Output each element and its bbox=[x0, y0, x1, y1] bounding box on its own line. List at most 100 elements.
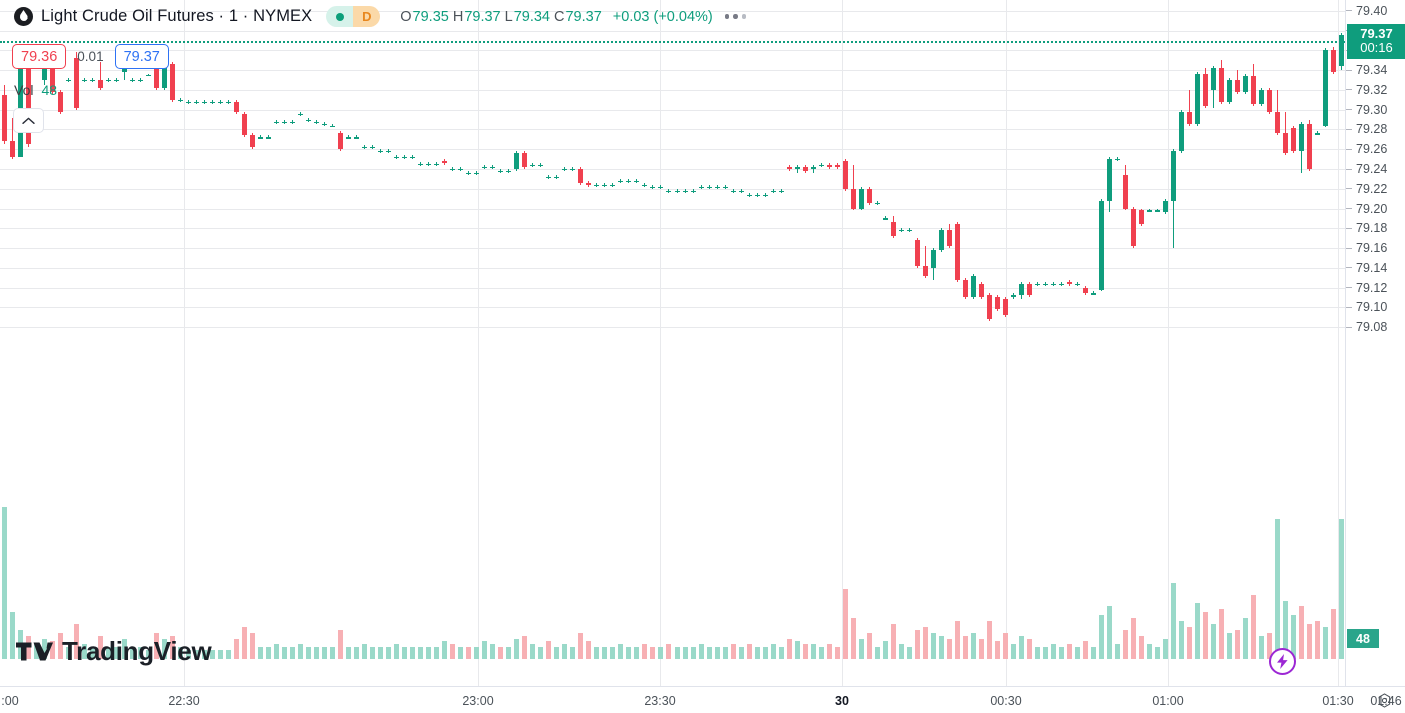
volume-bar bbox=[954, 621, 960, 659]
price-tick-label: 79.30 bbox=[1356, 102, 1388, 117]
candle-body bbox=[730, 190, 736, 192]
candle-body bbox=[1266, 89, 1272, 112]
candle-wick bbox=[316, 119, 317, 124]
volume-bar bbox=[577, 632, 583, 659]
candle-body bbox=[1322, 50, 1328, 126]
candle-body bbox=[706, 186, 712, 188]
time-tick-label: 23:30 bbox=[644, 693, 676, 708]
price-axis[interactable]: 79.37 00:16 48 79.4079.3879.3679.3479.32… bbox=[1345, 0, 1405, 686]
volume-bar bbox=[1282, 600, 1288, 659]
volume-bar bbox=[706, 647, 712, 659]
volume-bar bbox=[1194, 603, 1200, 659]
volume-bar bbox=[617, 644, 623, 659]
high-value: 79.37 bbox=[464, 8, 501, 25]
close-value: 79.37 bbox=[565, 8, 602, 25]
candle-wick bbox=[853, 165, 854, 211]
volume-bar bbox=[57, 632, 63, 659]
candle-body bbox=[674, 190, 680, 192]
gridline-horizontal bbox=[0, 189, 1345, 190]
volume-bar bbox=[89, 647, 95, 659]
candle-body bbox=[665, 190, 671, 192]
candle-body bbox=[153, 62, 159, 88]
volume-bar bbox=[569, 647, 575, 659]
candle-body bbox=[257, 137, 263, 139]
candle-body bbox=[794, 167, 800, 169]
candle-body bbox=[609, 184, 615, 186]
candle-body bbox=[553, 176, 559, 179]
gridline-horizontal bbox=[0, 31, 1345, 32]
volume-bar bbox=[137, 647, 143, 659]
candle-body bbox=[385, 151, 391, 153]
candle-body bbox=[810, 167, 816, 169]
candle-wick bbox=[300, 111, 301, 116]
symbol-title[interactable]: Light Crude Oil Futures · 1 · NYMEX bbox=[41, 7, 313, 25]
tick-dash bbox=[1346, 306, 1352, 308]
candle-body bbox=[1234, 80, 1240, 92]
low-value: 79.34 bbox=[513, 8, 550, 25]
ask-price[interactable]: 79.37 bbox=[114, 44, 169, 69]
axis-settings-icon[interactable] bbox=[1377, 693, 1392, 708]
candle-wick bbox=[564, 167, 565, 171]
volume-bar bbox=[946, 638, 952, 659]
candle-wick bbox=[1053, 281, 1054, 286]
candle-wick bbox=[276, 119, 277, 124]
current-price-badge: 79.37 00:16 bbox=[1347, 23, 1405, 59]
gridline-horizontal bbox=[0, 90, 1345, 91]
volume-bar bbox=[1330, 609, 1336, 659]
spread-value: 0.01 bbox=[77, 49, 104, 64]
volume-bar bbox=[1274, 518, 1280, 659]
volume-bar bbox=[249, 632, 255, 659]
collapse-pane-button[interactable] bbox=[13, 108, 44, 133]
candle-body bbox=[97, 80, 103, 88]
volume-bar bbox=[273, 644, 279, 659]
candle-body bbox=[898, 230, 904, 232]
high-group: H 79.37 bbox=[453, 9, 501, 25]
candle-body bbox=[649, 186, 655, 188]
candle-body bbox=[65, 80, 71, 82]
tradingview-logo-icon bbox=[16, 642, 53, 660]
more-options-icon[interactable] bbox=[724, 14, 747, 19]
gridline-vertical bbox=[184, 0, 185, 686]
volume-bar bbox=[1, 507, 7, 659]
high-label: H bbox=[452, 8, 464, 25]
lightning-bolt-icon[interactable] bbox=[1269, 648, 1296, 675]
candle-body bbox=[1106, 159, 1112, 201]
candle-body bbox=[818, 165, 824, 167]
candle-wick bbox=[332, 123, 333, 128]
volume-bar bbox=[489, 644, 495, 659]
volume-bar bbox=[802, 644, 808, 659]
candle-wick bbox=[100, 62, 101, 90]
volume-bar bbox=[377, 647, 383, 659]
candle-body bbox=[762, 194, 768, 196]
volume-study-legend[interactable]: Vol 48 bbox=[14, 82, 57, 98]
volume-bar bbox=[481, 641, 487, 659]
candle-body bbox=[714, 186, 720, 188]
volume-bar bbox=[1154, 647, 1160, 659]
volume-bar bbox=[1322, 626, 1328, 659]
time-axis[interactable]: :00 22:30 23:00 23:30 30 00:30 01:00 01:30 01:46 bbox=[0, 686, 1405, 713]
candle-body bbox=[113, 80, 119, 82]
bid-price[interactable]: 79.36 bbox=[12, 44, 67, 69]
candle-body bbox=[866, 188, 872, 203]
price-tick: 79.20 bbox=[1346, 201, 1405, 217]
candle-body bbox=[377, 151, 383, 153]
volume-bar bbox=[385, 647, 391, 659]
candle-body bbox=[353, 137, 359, 139]
candle-body bbox=[49, 64, 55, 92]
chart-plot-area[interactable] bbox=[0, 0, 1345, 686]
interval-session-badge[interactable]: D bbox=[326, 6, 381, 27]
volume-bar bbox=[393, 644, 399, 659]
candle-body bbox=[850, 188, 856, 209]
candle-body bbox=[690, 190, 696, 192]
candle-wick bbox=[1037, 281, 1038, 286]
volume-bar bbox=[1178, 621, 1184, 659]
volume-bar bbox=[1290, 615, 1296, 659]
volume-bar bbox=[457, 647, 463, 659]
volume-bar bbox=[1186, 626, 1192, 659]
price-tick: 79.08 bbox=[1346, 319, 1405, 335]
current-price-line-layer bbox=[0, 40, 1345, 43]
candle-body bbox=[657, 186, 663, 188]
volume-bar bbox=[1298, 606, 1304, 659]
candle-body bbox=[145, 75, 151, 77]
volume-bar bbox=[81, 644, 87, 659]
